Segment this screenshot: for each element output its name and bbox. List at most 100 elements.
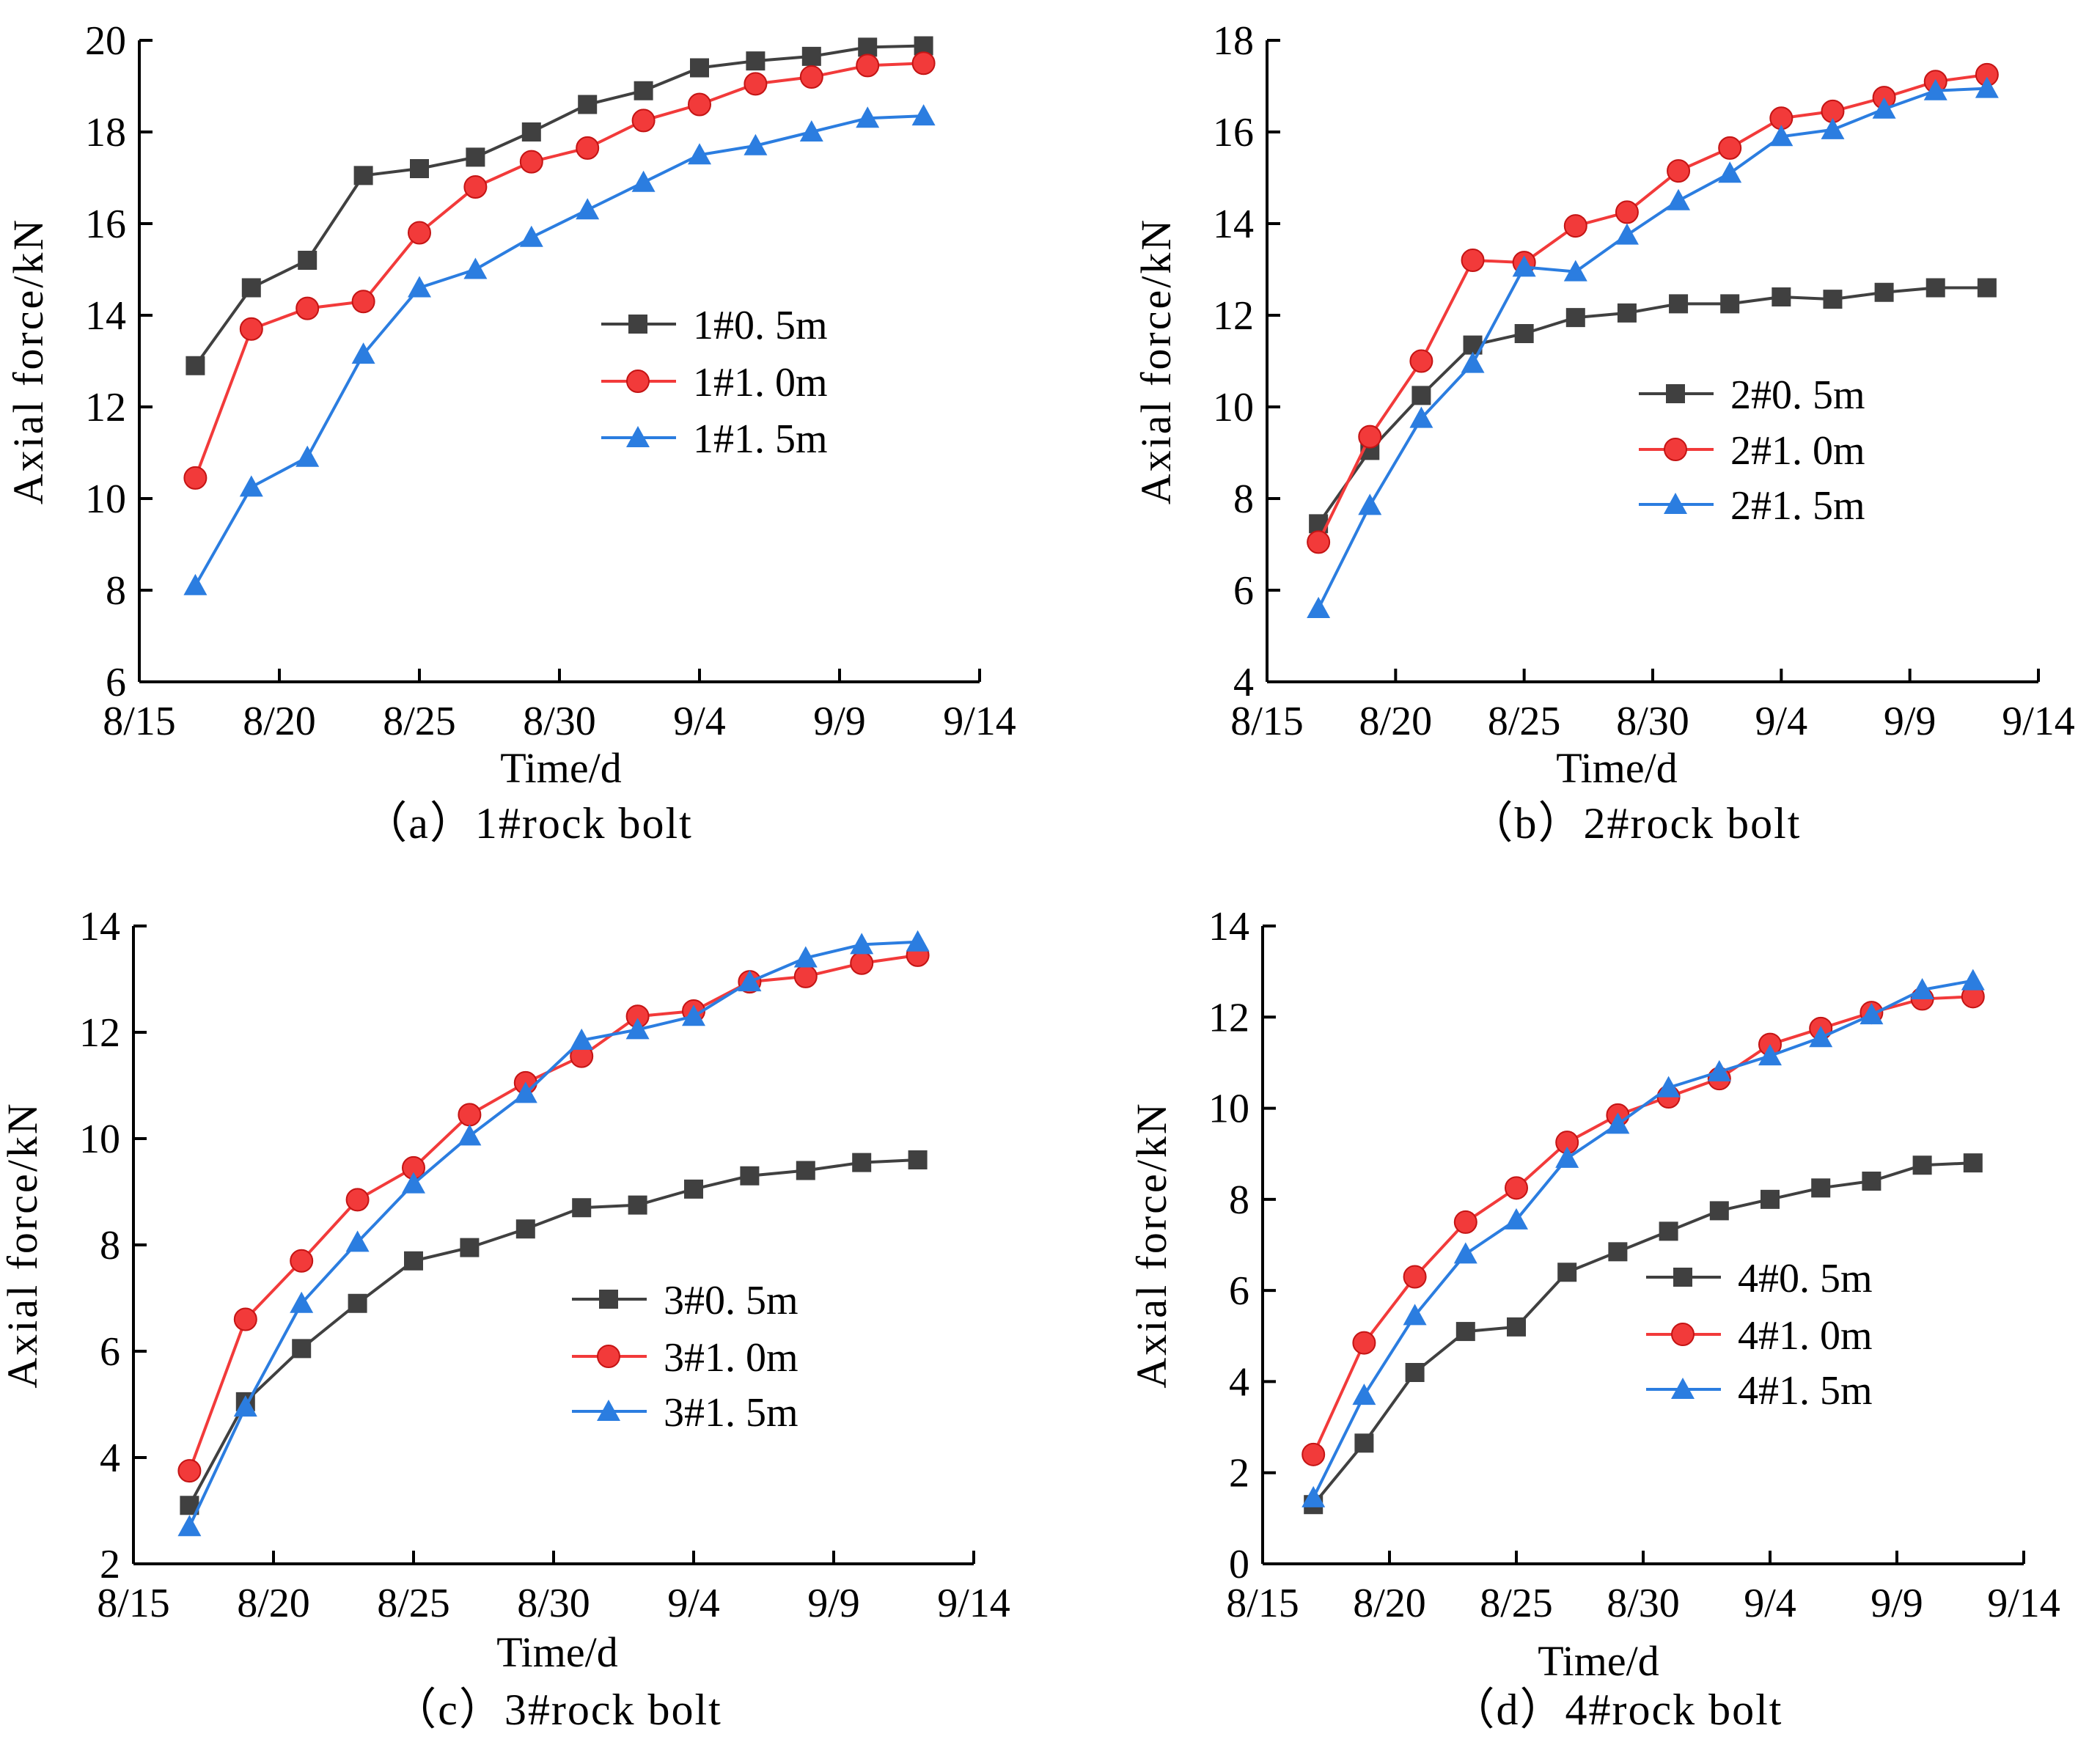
data-point [1563, 260, 1587, 282]
data-point [1975, 76, 1999, 98]
y-tick-label: 12 [1208, 995, 1249, 1040]
data-point [1667, 188, 1691, 210]
data-point [239, 317, 263, 341]
data-point [1507, 1317, 1526, 1337]
x-axis-title: Time/d [1556, 744, 1677, 792]
series-1 [180, 1150, 928, 1515]
series-line [1317, 87, 1987, 609]
data-point [1977, 278, 1997, 298]
chart-panel-2: 4 6 8 10 12 14 16 18 8/15 8/20 8/25 8/30 9/4 9/9 9/14 T… [1132, 18, 2075, 848]
x-tick-label: 8/30 [517, 1581, 590, 1626]
series-2 [1302, 985, 1985, 1466]
data-point [682, 1004, 705, 1026]
data-point [295, 296, 320, 320]
x-tick-label: 9/4 [667, 1581, 720, 1626]
legend-label: 4#1. 5m [1738, 1368, 1873, 1414]
x-tick-label: 8/30 [523, 699, 596, 744]
data-point [1606, 1112, 1630, 1134]
chart-panel-1: 6 8 10 12 14 16 18 20 8/15 8/20 8/25 8/30 9/4 9/9 9/14… [4, 18, 1016, 848]
data-point [744, 72, 768, 96]
data-point [292, 1339, 312, 1359]
data-point [402, 1172, 425, 1194]
x-tick-label: 8/25 [1488, 699, 1561, 744]
y-tick-label: 6 [1233, 568, 1254, 614]
data-point [850, 951, 874, 975]
data-point [1403, 1265, 1427, 1289]
x-tick-label: 8/15 [1226, 1581, 1299, 1626]
y-axis-title: Axial force/kN [4, 218, 52, 504]
data-point [353, 166, 373, 185]
data-point [1963, 1153, 1983, 1173]
legend-label: 1#0. 5m [693, 303, 828, 348]
legend-label: 3#1. 5m [664, 1390, 798, 1436]
legend-label: 1#1. 5m [693, 416, 828, 462]
legend-marker [599, 1290, 618, 1309]
data-point [1912, 1155, 1932, 1175]
series-1 [1309, 278, 1997, 534]
y-tick-label: 16 [1213, 110, 1254, 155]
data-point [1358, 425, 1382, 449]
data-point [1411, 386, 1431, 405]
series-3 [1307, 76, 1999, 618]
data-point [1555, 1146, 1579, 1168]
legend-label: 2#1. 0m [1730, 428, 1865, 474]
data-point [576, 198, 600, 220]
data-point [183, 573, 208, 595]
x-tick-label: 9/14 [2002, 699, 2075, 744]
data-point [744, 133, 768, 155]
series-line [188, 953, 918, 1471]
data-point [351, 290, 375, 314]
data-point [1667, 159, 1691, 183]
data-point [1874, 282, 1894, 302]
data-point [463, 257, 488, 279]
chart-panel-3: 2 4 6 8 10 12 14 8/15 8/20 8/25 8/30 9/4 9/9 9/14 Time… [0, 904, 1010, 1734]
data-point [799, 120, 823, 142]
data-point [906, 930, 930, 952]
x-tick-label: 8/15 [97, 1581, 170, 1626]
x-tick-label: 9/9 [1884, 699, 1936, 744]
data-point [408, 221, 431, 245]
data-point [1409, 349, 1433, 373]
data-point [404, 1251, 423, 1271]
data-point [631, 109, 656, 133]
data-point [1720, 294, 1740, 314]
data-point [1453, 1210, 1477, 1234]
data-point [1872, 97, 1896, 119]
data-point [796, 1161, 815, 1180]
data-point [572, 1198, 592, 1218]
series-line [194, 114, 924, 587]
data-point [908, 1150, 928, 1169]
data-point [801, 46, 821, 66]
data-point [793, 946, 818, 968]
data-point [1608, 1242, 1628, 1262]
x-tick-label: 8/15 [1230, 699, 1304, 744]
series-line [188, 940, 918, 1528]
x-tick-label: 9/4 [1744, 1581, 1796, 1626]
data-point [799, 65, 823, 89]
data-point [746, 51, 766, 71]
legend-marker [1671, 1323, 1695, 1346]
data-point [1307, 597, 1331, 618]
data-point [1557, 1263, 1577, 1282]
data-point [410, 159, 429, 178]
data-point [239, 475, 263, 497]
legend-marker [1671, 1378, 1695, 1399]
y-tick-label: 2 [100, 1542, 120, 1587]
panel-caption: （c）3#rock bolt [392, 1686, 722, 1734]
legend-marker [1664, 493, 1687, 514]
y-tick-label: 14 [1208, 904, 1249, 949]
x-tick-label: 9/14 [1987, 1581, 2060, 1626]
legend-label: 2#0. 5m [1730, 372, 1865, 418]
data-point [458, 1103, 482, 1127]
data-point [345, 1230, 370, 1252]
data-point [1823, 290, 1843, 309]
x-tick-label: 9/9 [1870, 1581, 1923, 1626]
data-point [690, 58, 709, 78]
series-line [1317, 286, 1987, 525]
data-point [1910, 978, 1934, 999]
y-tick-label: 18 [85, 110, 126, 155]
data-point [1505, 1208, 1528, 1230]
y-tick-label: 14 [85, 293, 126, 339]
y-tick-label: 6 [1229, 1268, 1249, 1314]
legend-marker [628, 315, 647, 334]
